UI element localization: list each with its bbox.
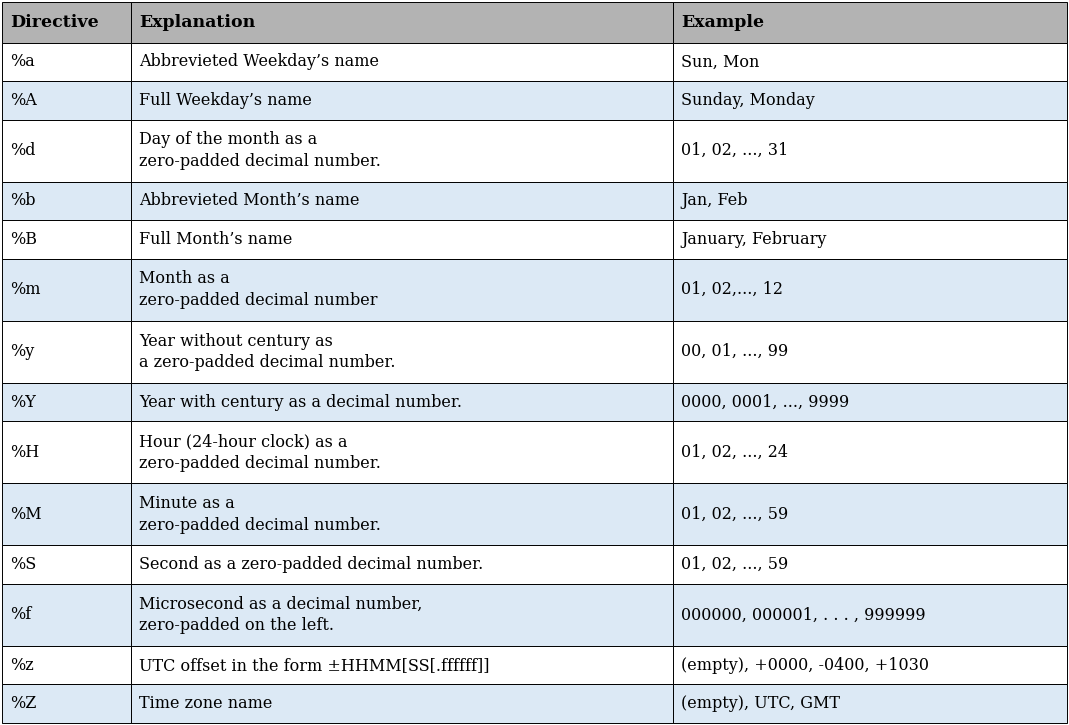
Bar [673,220,1067,259]
Bar [673,545,1067,584]
Text: %m: %m [10,281,41,298]
Text: Example: Example [681,14,764,31]
Text: 00, 01, ..., 99: 00, 01, ..., 99 [681,344,788,360]
Text: Explanation: Explanation [139,14,255,31]
Text: %b: %b [10,192,35,210]
Text: Year with century as a decimal number.: Year with century as a decimal number. [139,394,462,410]
Text: 0000, 0001, ..., 9999: 0000, 0001, ..., 9999 [681,394,849,410]
Text: Sun, Mon: Sun, Mon [681,54,759,70]
Text: Full Weekday’s name: Full Weekday’s name [139,92,312,109]
Bar [130,120,673,182]
Bar [673,421,1067,484]
Bar [130,320,673,383]
Bar [130,484,673,545]
Text: %H: %H [10,444,40,461]
Text: %y: %y [10,344,34,360]
Text: Time zone name: Time zone name [139,695,273,712]
Text: Second as a zero-padded decimal number.: Second as a zero-padded decimal number. [139,556,483,573]
Text: Abbrevieted Weekday’s name: Abbrevieted Weekday’s name [139,54,378,70]
Bar [130,545,673,584]
Text: 000000, 000001, . . . , 999999: 000000, 000001, . . . , 999999 [681,606,926,624]
Bar [130,182,673,220]
Text: Microsecond as a decimal number,
zero-padded on the left.: Microsecond as a decimal number, zero-pa… [139,596,422,634]
Bar [673,383,1067,421]
Text: Hour (24-hour clock) as a
zero-padded decimal number.: Hour (24-hour clock) as a zero-padded de… [139,433,381,472]
Bar [673,182,1067,220]
Text: Year without century as
a zero-padded decimal number.: Year without century as a zero-padded de… [139,333,396,371]
Bar [673,484,1067,545]
Text: 01, 02, ..., 31: 01, 02, ..., 31 [681,142,788,160]
Bar [130,43,673,81]
Text: %Y: %Y [10,394,36,410]
Bar [130,81,673,120]
Bar [130,383,673,421]
Text: %f: %f [10,606,31,624]
Bar [673,584,1067,646]
Bar [2,320,130,383]
Text: Jan, Feb: Jan, Feb [681,192,747,210]
Bar [2,259,130,320]
Text: %S: %S [10,556,36,573]
Bar [2,684,130,723]
Text: 01, 02, ..., 59: 01, 02, ..., 59 [681,556,788,573]
Text: %d: %d [10,142,35,160]
Bar [673,684,1067,723]
Bar [2,421,130,484]
Text: January, February: January, February [681,231,826,248]
Bar [2,646,130,684]
Bar [2,2,130,43]
Text: 01, 02, ..., 59: 01, 02, ..., 59 [681,506,788,523]
Bar [130,2,673,43]
Bar [130,684,673,723]
Bar [2,120,130,182]
Bar [130,259,673,320]
Text: %Z: %Z [10,695,36,712]
Bar [2,545,130,584]
Text: (empty), +0000, -0400, +1030: (empty), +0000, -0400, +1030 [681,657,929,674]
Bar [2,383,130,421]
Bar [130,220,673,259]
Text: Sunday, Monday: Sunday, Monday [681,92,815,109]
Text: Full Month’s name: Full Month’s name [139,231,292,248]
Text: Day of the month as a
zero-padded decimal number.: Day of the month as a zero-padded decima… [139,131,381,170]
Bar [2,182,130,220]
Bar [673,320,1067,383]
Bar [673,120,1067,182]
Bar [2,43,130,81]
Text: %M: %M [10,506,42,523]
Bar [130,421,673,484]
Text: Directive: Directive [10,14,98,31]
Bar [2,220,130,259]
Bar [130,646,673,684]
Text: (empty), UTC, GMT: (empty), UTC, GMT [681,695,840,712]
Bar [2,81,130,120]
Bar [673,43,1067,81]
Bar [130,584,673,646]
Text: UTC offset in the form ±HHMM[SS[.ffffff]]: UTC offset in the form ±HHMM[SS[.ffffff]… [139,657,490,674]
Text: Month as a
zero-padded decimal number: Month as a zero-padded decimal number [139,270,377,309]
Bar [673,259,1067,320]
Text: %z: %z [10,657,34,674]
Bar [673,81,1067,120]
Text: %A: %A [10,92,36,109]
Text: Abbrevieted Month’s name: Abbrevieted Month’s name [139,192,359,210]
Text: 01, 02,..., 12: 01, 02,..., 12 [681,281,783,298]
Bar [673,2,1067,43]
Text: %B: %B [10,231,37,248]
Bar [2,584,130,646]
Bar [673,646,1067,684]
Text: %a: %a [10,54,35,70]
Bar [2,484,130,545]
Text: 01, 02, ..., 24: 01, 02, ..., 24 [681,444,788,461]
Text: Minute as a
zero-padded decimal number.: Minute as a zero-padded decimal number. [139,495,381,534]
